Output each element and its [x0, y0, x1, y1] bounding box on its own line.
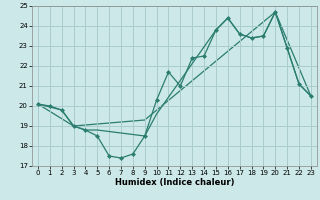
X-axis label: Humidex (Indice chaleur): Humidex (Indice chaleur)	[115, 178, 234, 187]
